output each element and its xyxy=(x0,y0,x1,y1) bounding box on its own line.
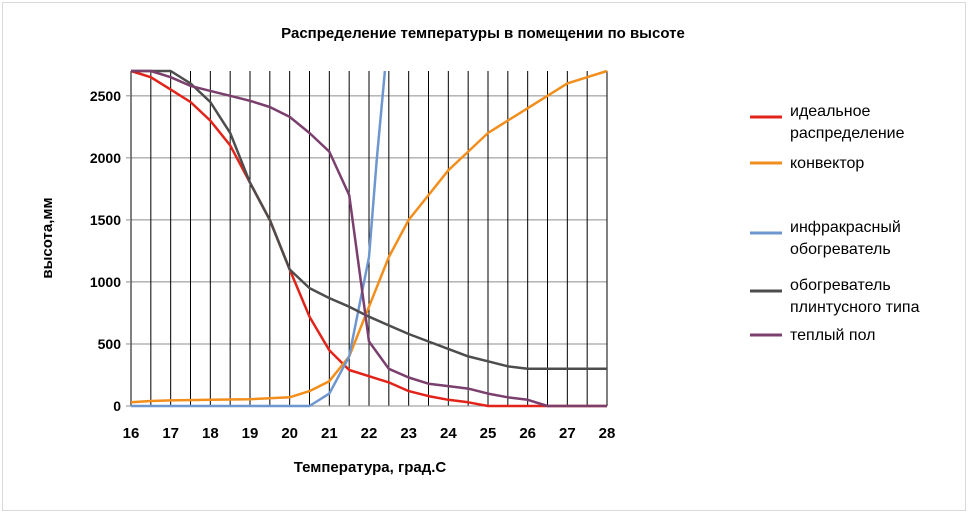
x-tick-label: 24 xyxy=(440,425,457,442)
chart-grid xyxy=(131,71,608,406)
x-tick-label: 17 xyxy=(162,425,179,442)
x-tick-label: 18 xyxy=(202,425,219,442)
x-tick-label: 28 xyxy=(599,425,616,442)
x-tick-label: 19 xyxy=(242,425,259,442)
x-axis-label: Температура, град.С xyxy=(294,459,447,476)
x-tick-label: 16 xyxy=(123,425,140,442)
series-line-4 xyxy=(131,69,607,371)
chart-axes xyxy=(126,71,607,407)
chart-legend: идеальное распределение конвектор инфракрас… xyxy=(750,103,920,344)
x-tick-label: 26 xyxy=(519,425,536,442)
series-line-1 xyxy=(130,69,607,408)
y-tick-label: 2500 xyxy=(90,88,121,104)
x-tick-label: 27 xyxy=(559,425,576,442)
y-tick-label: 0 xyxy=(113,398,121,414)
series-line-3 xyxy=(131,70,387,408)
x-tick-label: 21 xyxy=(321,425,338,442)
y-axis-label: высота,мм xyxy=(39,197,56,278)
y-tick-label: 1500 xyxy=(90,212,121,228)
chart-title: Распределение температуры в помещении по… xyxy=(281,25,685,42)
x-tick-label: 22 xyxy=(361,425,378,442)
legend-label-5: теплый пол xyxy=(790,327,875,344)
chart-ticks: 0 500 1000 1500 2000 2500 16 17 18 19 20 21 22 23 24 25… xyxy=(90,88,616,442)
y-tick-label: 1000 xyxy=(90,274,121,290)
x-tick-label: 23 xyxy=(400,425,417,442)
series-line-2 xyxy=(130,69,608,404)
legend-label-4: обогреватель плинтусного типа xyxy=(790,277,920,316)
series-line-5 xyxy=(131,69,607,408)
legend-label-1: идеальное распределение xyxy=(790,103,905,142)
legend-label-2: конвектор xyxy=(790,155,864,172)
x-tick-label: 25 xyxy=(480,425,497,442)
y-tick-label: 500 xyxy=(98,336,122,352)
chart-series xyxy=(130,69,608,408)
legend-label-3: инфракрасный обогреватель xyxy=(790,219,901,258)
y-tick-label: 2000 xyxy=(90,150,121,166)
x-tick-label: 20 xyxy=(281,425,298,442)
